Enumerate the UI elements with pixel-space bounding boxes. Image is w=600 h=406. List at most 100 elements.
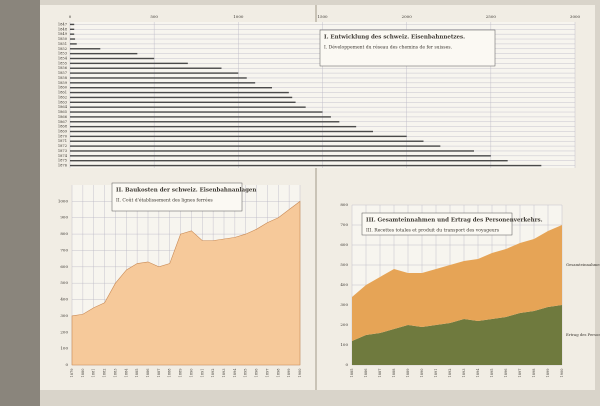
bar xyxy=(70,91,289,94)
chart-subtitle: III. Recettes totales et produit du tran… xyxy=(366,228,500,234)
bar xyxy=(70,111,323,113)
y-tick-label: 1862 xyxy=(58,95,67,99)
y-tick-label: 1860 xyxy=(58,86,68,90)
bar xyxy=(70,38,76,40)
y-tick-label: 0 xyxy=(65,362,68,367)
x-tick-label: 1893 xyxy=(462,369,466,378)
x-tick-label: 1885 xyxy=(135,369,139,378)
bar xyxy=(70,82,256,84)
x-tick-label: 1895 xyxy=(490,369,494,378)
y-tick-label: 1853 xyxy=(58,52,68,56)
y-tick-label: 1000 xyxy=(58,198,69,203)
y-tick-label: 1869 xyxy=(58,130,68,134)
x-tick-label: 500 xyxy=(150,14,158,19)
y-tick-label: 1872 xyxy=(58,144,67,148)
x-tick-label: 1886 xyxy=(364,369,368,378)
y-tick-label: 1868 xyxy=(58,125,68,129)
chart-title: III. Gesamteinnahmen und Ertrag des Pers… xyxy=(366,218,543,224)
y-tick-label: 1871 xyxy=(58,139,67,143)
bar xyxy=(70,48,101,50)
x-tick-label: 1888 xyxy=(392,369,396,378)
y-tick-label: 1874 xyxy=(58,154,68,158)
x-tick-label: 1900 xyxy=(560,369,564,378)
x-tick-label: 1892 xyxy=(211,369,215,378)
x-tick-label: 1500 xyxy=(317,14,328,19)
y-tick-label: 1859 xyxy=(58,81,68,85)
x-tick-label: 1893 xyxy=(222,369,226,378)
y-tick-label: 1870 xyxy=(58,134,68,138)
x-tick-label: 1885 xyxy=(350,369,354,378)
bar xyxy=(70,43,77,45)
x-tick-label: 1897 xyxy=(265,369,269,378)
bar xyxy=(70,96,293,99)
y-tick-label: 800 xyxy=(340,202,348,207)
y-tick-label: 1855 xyxy=(58,61,68,65)
y-tick-label: 1854 xyxy=(58,57,68,61)
x-tick-label: 1887 xyxy=(378,369,382,378)
y-tick-label: 1864 xyxy=(58,105,68,109)
bar xyxy=(70,101,296,103)
x-tick-label: 1000 xyxy=(233,14,244,19)
x-tick-label: 1881 xyxy=(92,369,96,378)
title-box xyxy=(111,182,243,212)
x-tick-label: 1899 xyxy=(546,369,550,378)
y-tick-label: 1861 xyxy=(58,91,67,95)
bar xyxy=(70,130,373,133)
y-tick-label: 500 xyxy=(60,280,68,285)
x-tick-label: 1896 xyxy=(255,369,259,378)
y-tick-label: 200 xyxy=(60,329,68,334)
bar xyxy=(70,155,491,157)
chart-title: II. Baukosten der schweiz. Eisenbahnanla… xyxy=(116,188,256,194)
x-tick-label: 1900 xyxy=(298,369,302,378)
legend-label: Ertrag des Personentransportes xyxy=(566,332,600,337)
x-tick-label: 1895 xyxy=(244,369,248,378)
y-tick-label: 1848 xyxy=(58,27,68,31)
y-tick-label: 1852 xyxy=(58,47,67,51)
y-tick-label: 100 xyxy=(60,346,68,351)
bar xyxy=(70,145,441,147)
y-tick-label: 600 xyxy=(60,264,68,269)
x-tick-label: 1891 xyxy=(200,369,204,378)
y-tick-label: 1858 xyxy=(58,76,68,80)
y-tick-label: 700 xyxy=(60,247,68,252)
bar xyxy=(70,57,155,60)
bar xyxy=(70,106,306,108)
x-tick-label: 1889 xyxy=(179,369,183,378)
x-tick-label: 1892 xyxy=(448,369,452,378)
x-tick-label: 1887 xyxy=(157,369,161,378)
bar xyxy=(70,72,239,74)
x-tick-label: 2500 xyxy=(486,14,497,19)
x-tick-label: 1894 xyxy=(233,368,237,378)
x-tick-label: 3000 xyxy=(570,14,581,19)
y-tick-label: 900 xyxy=(60,215,68,220)
y-tick-label: 100 xyxy=(340,342,348,347)
y-tick-label: 0 xyxy=(345,362,348,367)
x-tick-label: 1898 xyxy=(276,369,280,378)
chart-subtitle: I. Développement du réseau des chemins d… xyxy=(324,44,453,51)
x-tick-label: 1883 xyxy=(113,369,117,378)
x-tick-label: 1888 xyxy=(168,369,172,378)
x-tick-label: 1896 xyxy=(504,369,508,378)
bar xyxy=(70,33,75,35)
bar xyxy=(70,125,357,128)
y-tick-label: 1856 xyxy=(58,66,68,70)
bar xyxy=(70,67,222,69)
bar xyxy=(70,140,424,142)
y-tick-label: 1850 xyxy=(58,37,68,41)
y-tick-label: 600 xyxy=(340,242,348,247)
bar xyxy=(70,150,474,152)
y-tick-label: 1865 xyxy=(58,110,68,114)
bar xyxy=(70,164,542,167)
y-tick-label: 1866 xyxy=(58,115,68,119)
y-tick-label: 300 xyxy=(340,302,348,307)
y-tick-label: 400 xyxy=(60,297,68,302)
y-tick-label: 200 xyxy=(340,322,348,327)
area xyxy=(71,200,301,366)
area xyxy=(352,305,562,365)
title-box xyxy=(361,212,513,236)
y-tick-label: 1873 xyxy=(58,149,68,153)
x-tick-label: 1890 xyxy=(189,369,193,378)
x-tick-label: 1886 xyxy=(146,369,150,378)
